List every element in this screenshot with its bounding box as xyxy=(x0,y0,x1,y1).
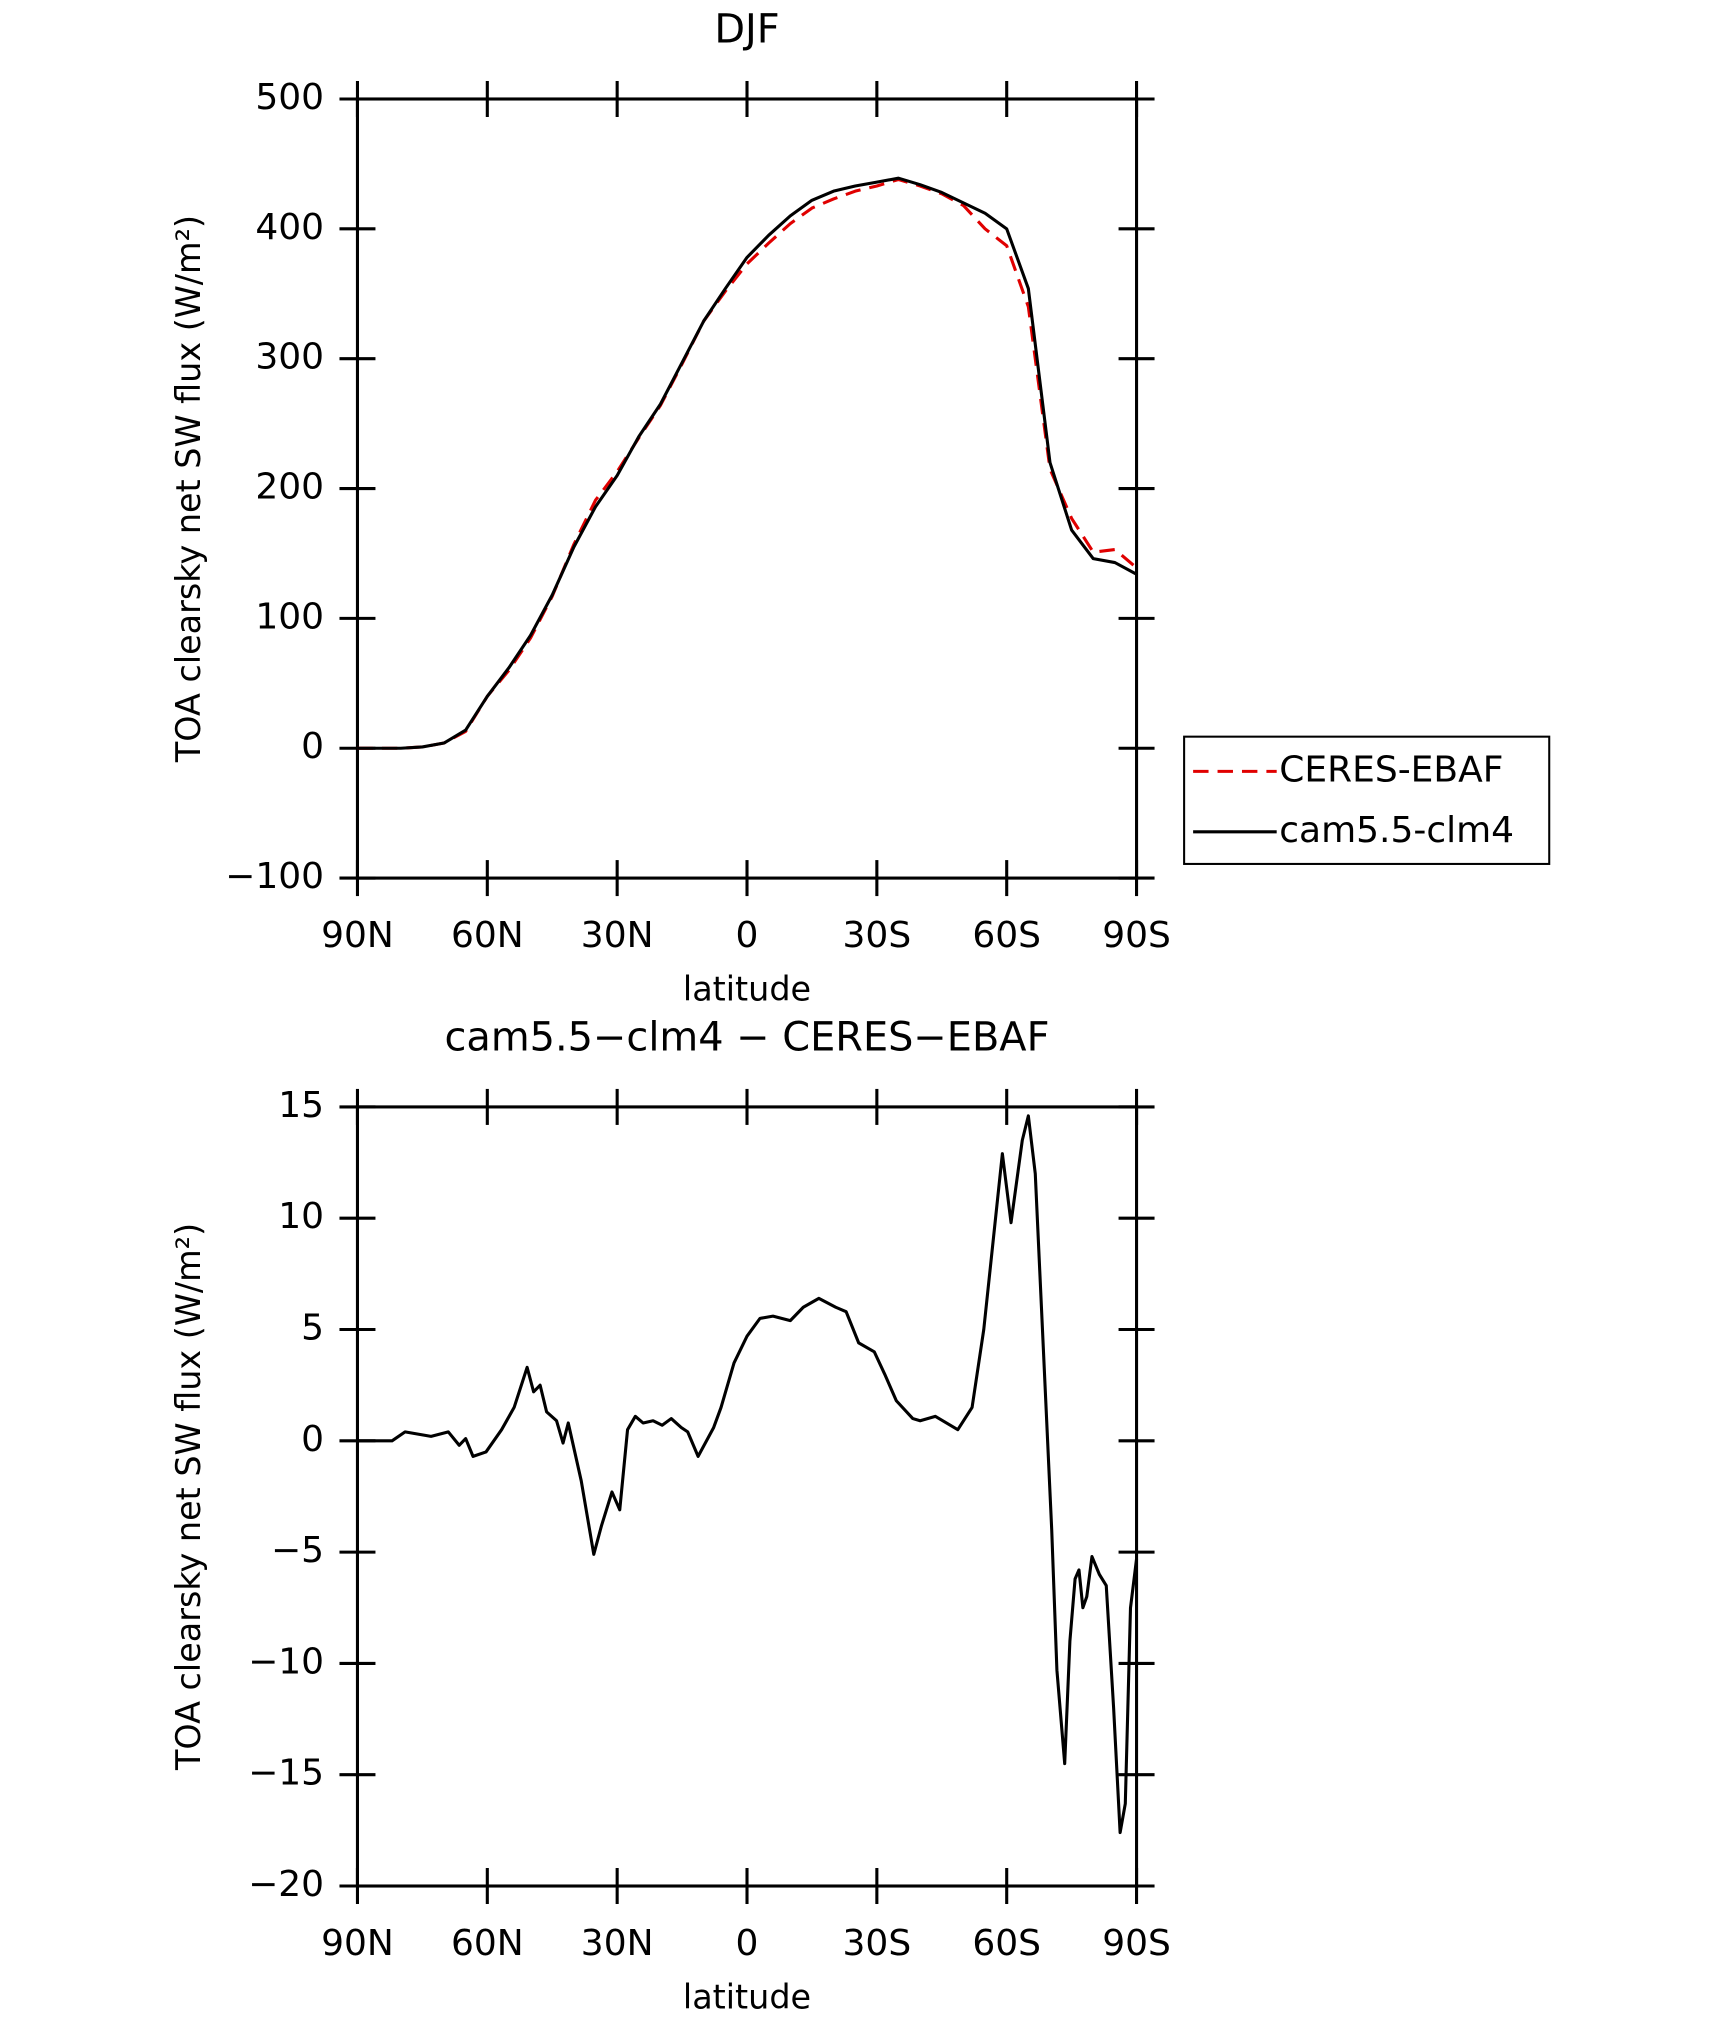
data-line xyxy=(357,1114,1139,1835)
panel: DJF latitude TOA clearsky net SW flux (W/m… xyxy=(169,7,1551,1009)
legend-label: CERES-EBAF xyxy=(1279,749,1503,790)
y-tick-label: 0 xyxy=(301,1419,324,1460)
x-tick-label: 60N xyxy=(451,1923,524,1964)
chart-title: cam5.5−clm4 − CERES−EBAF xyxy=(445,1015,1050,1061)
x-tick-label: 60S xyxy=(972,915,1041,956)
x-tick-label: 0 xyxy=(736,915,759,956)
x-tick-label: 30N xyxy=(581,1923,654,1964)
x-tick-label: 60S xyxy=(972,1923,1041,1964)
y-axis-label: TOA clearsky net SW flux (W/m²) xyxy=(169,215,208,763)
y-tick-label: 100 xyxy=(255,596,324,637)
x-tick-label: 60N xyxy=(451,915,524,956)
panel: cam5.5−clm4 − CERES−EBAF latitude TOA clea… xyxy=(169,1015,1171,2017)
y-tick-label: 400 xyxy=(255,207,324,248)
y-tick-label: 15 xyxy=(278,1085,324,1126)
x-tick-label: 30N xyxy=(581,915,654,956)
y-tick-label: 200 xyxy=(255,467,324,508)
y-tick-label: −15 xyxy=(248,1753,324,1794)
legend-label: cam5.5-clm4 xyxy=(1279,810,1514,851)
x-tick-label: 30S xyxy=(843,915,912,956)
series-line xyxy=(357,176,1138,750)
y-tick-label: −100 xyxy=(225,856,324,897)
x-tick-label: 90S xyxy=(1102,1923,1171,1964)
y-tick-label: 500 xyxy=(255,77,324,118)
x-tick-label: 0 xyxy=(736,1923,759,1964)
plot-frame xyxy=(355,97,1139,880)
x-tick-label: 90S xyxy=(1102,915,1171,956)
x-tick-label: 90N xyxy=(321,915,394,956)
x-axis-label: latitude xyxy=(683,1978,811,2017)
y-tick-label: 10 xyxy=(278,1196,324,1237)
legend-box xyxy=(1183,735,1551,865)
x-axis-label: latitude xyxy=(683,970,811,1009)
legend: CERES-EBAF cam5.5-clm4 xyxy=(1183,735,1551,865)
y-axis-label: TOA clearsky net SW flux (W/m²) xyxy=(169,1223,208,1771)
y-tick-label: 300 xyxy=(255,337,324,378)
y-tick-label: 5 xyxy=(301,1308,324,1349)
x-tick-label: 90N xyxy=(321,1923,394,1964)
chart-title: DJF xyxy=(714,7,779,53)
plot-frame xyxy=(355,1105,1139,1888)
y-tick-label: −10 xyxy=(248,1641,324,1682)
y-tick-label: −20 xyxy=(248,1864,324,1905)
x-tick-label: 30S xyxy=(843,1923,912,1964)
y-tick-label: −5 xyxy=(271,1530,324,1571)
y-tick-label: 0 xyxy=(301,726,324,767)
